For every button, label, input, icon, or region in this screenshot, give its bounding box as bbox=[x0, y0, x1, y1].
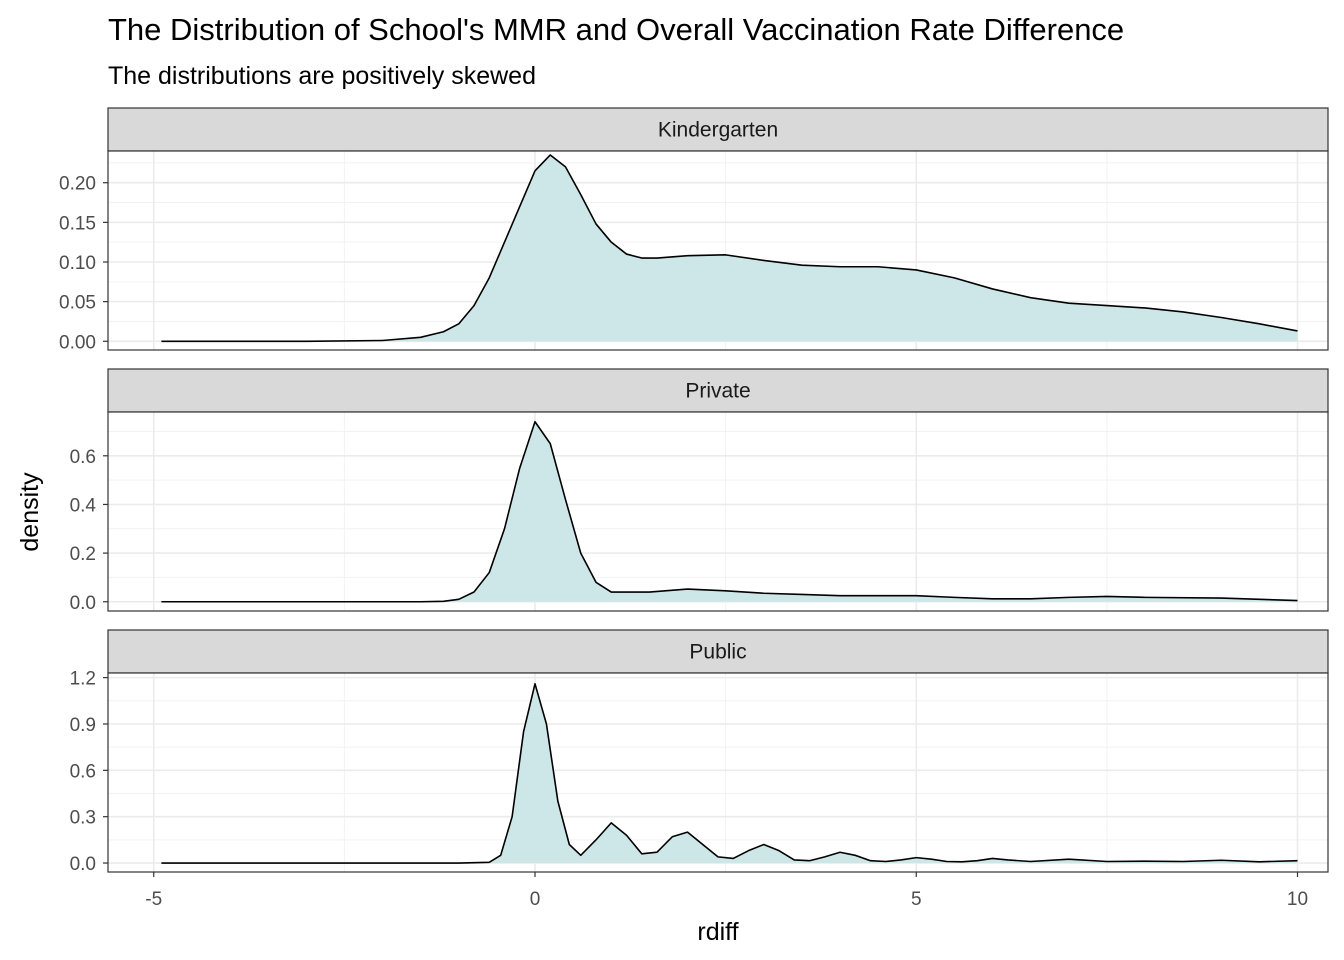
panel-border bbox=[107, 672, 1329, 873]
facet-panel-2: Public 0.0 0.3 0.6 0.9 1.2 bbox=[70, 629, 1329, 875]
panel-border bbox=[107, 150, 1329, 351]
y-tick-label: 0.0 bbox=[70, 854, 96, 875]
facet-panel-1: Private 0.0 0.2 0.4 0.6 bbox=[70, 368, 1329, 614]
x-tick-label: 0 bbox=[530, 889, 541, 910]
y-tick-label: 0.05 bbox=[59, 293, 96, 314]
facet-strip bbox=[107, 368, 1329, 413]
y-tick-label: 0.9 bbox=[70, 715, 96, 736]
density-line bbox=[161, 154, 1298, 343]
y-tick-label: 0.2 bbox=[70, 544, 96, 565]
y-tick-label: 1.2 bbox=[70, 669, 96, 690]
y-tick-label: 0.20 bbox=[59, 174, 96, 195]
panel-background bbox=[108, 412, 1328, 611]
density-line bbox=[161, 683, 1298, 864]
y-tick-label: 0.3 bbox=[70, 808, 96, 829]
panel-border bbox=[107, 411, 1329, 612]
facet-strip-label: Kindergarten bbox=[658, 119, 778, 142]
y-tick-label: 0.10 bbox=[59, 253, 96, 274]
y-tick-label: 0.6 bbox=[70, 761, 96, 782]
y-tick-label: 0.0 bbox=[70, 593, 96, 614]
y-tick-label: 0.4 bbox=[70, 495, 97, 516]
y-axis-title: density bbox=[16, 472, 44, 552]
y-tick-label: 0.6 bbox=[70, 447, 96, 468]
chart-title: The Distribution of School's MMR and Ove… bbox=[108, 12, 1124, 47]
x-tick-label: 5 bbox=[911, 889, 922, 910]
y-tick-label: 0.15 bbox=[59, 213, 96, 234]
density-line bbox=[161, 420, 1298, 603]
facet-strip bbox=[107, 629, 1329, 674]
chart-subtitle: The distributions are positively skewed bbox=[108, 62, 536, 90]
x-axis: -5 0 5 10 bbox=[145, 872, 1308, 910]
facet-strip bbox=[107, 107, 1329, 152]
facet-strip-label: Private bbox=[685, 380, 750, 403]
panel-background bbox=[108, 673, 1328, 872]
facet-strip-label: Public bbox=[689, 641, 746, 664]
y-tick-label: 0.00 bbox=[59, 332, 96, 353]
x-tick-label: -5 bbox=[145, 889, 162, 910]
x-tick-label: 10 bbox=[1287, 889, 1308, 910]
density-area bbox=[161, 154, 1298, 342]
x-axis-title: rdiff bbox=[697, 918, 738, 946]
facet-panel-0: Kindergarten 0.00 0.05 0.10 0.15 0.20 bbox=[59, 107, 1329, 353]
facet-panels: Kindergarten 0.00 0.05 0.10 0.15 0.20 Private 0… bbox=[59, 107, 1329, 875]
